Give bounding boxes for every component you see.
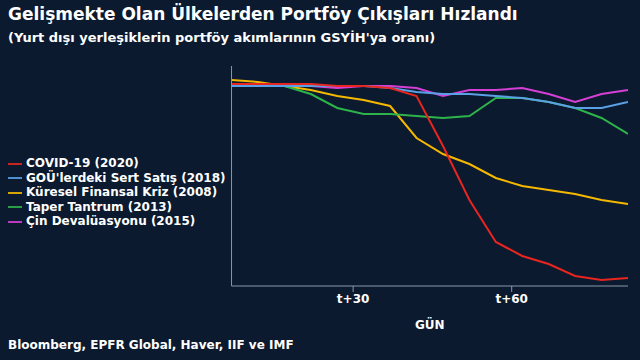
svg-text:t+30: t+30 — [337, 292, 370, 306]
html-text:GOÜ'lerdeki Sert Satış (2018): GOÜ'lerdeki Sert Satış (2018) — [26, 170, 226, 185]
html-text:Taper Tantrum (2013): Taper Tantrum (2013) — [26, 199, 173, 214]
html-text:COVID-19 (2020): COVID-19 (2020) — [26, 156, 139, 170]
html-text:(Yurt dışı yerleşiklerin portf: (Yurt dışı yerleşiklerin portföy akımlar… — [8, 30, 436, 45]
html-text:Çin Devalüasyonu (2015): Çin Devalüasyonu (2015) — [26, 214, 196, 228]
html-text:Küresel Finansal Kriz (2008): Küresel Finansal Kriz (2008) — [26, 185, 218, 199]
html-text:Gelişmekte Olan Ülkelerden Por: Gelişmekte Olan Ülkelerden Portföy Çıkış… — [8, 4, 518, 24]
html-text:Bloomberg, EPFR Global, Haver,: Bloomberg, EPFR Global, Haver, IIF ve IM… — [8, 338, 294, 352]
svg-text:t+60: t+60 — [495, 292, 528, 306]
svg-text:GÜN: GÜN — [415, 317, 445, 332]
